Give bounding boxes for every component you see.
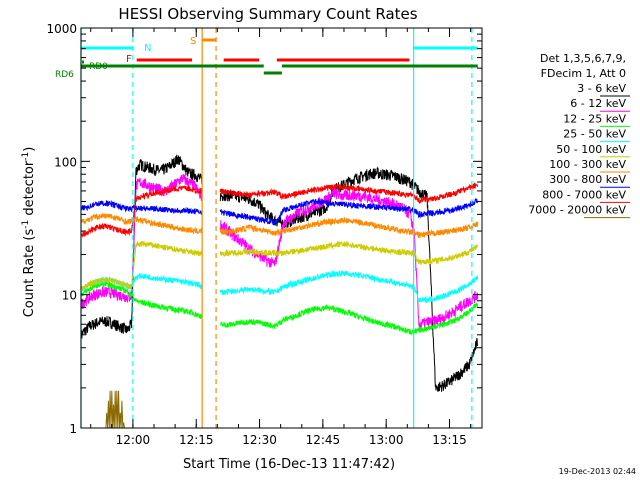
y-axis-label-sup2: -1: [21, 152, 31, 161]
x-tick-label-4: 13:00: [369, 433, 404, 447]
series-7000-20000-kev-line: [105, 390, 126, 429]
legend-label-7000-20000-kev: 7000 - 20000 keV: [528, 204, 626, 217]
series-traces: [80, 154, 479, 429]
x-tick-label-5: 13:15: [432, 433, 467, 447]
series-50-100-kev-line-0: [80, 240, 203, 292]
legend-label-3-6-kev: 3 - 6 keV: [577, 82, 626, 95]
y-axis-label: Count Rate (s-1 detector-1): [21, 147, 37, 318]
x-tick-label-3: 12:45: [306, 433, 341, 447]
x-axis-label: Start Time (16-Dec-13 11:47:42): [183, 457, 395, 472]
series-100-300-kev-line-1: [219, 216, 479, 239]
y-axis-label-main: Count Rate (s: [22, 229, 37, 318]
y-tick-label-3: 1000: [46, 22, 77, 36]
axes: 1 10 100 1000 12:00 12:15 12:30 12:45 13:00 13:15: [46, 22, 482, 447]
series-12-25-kev-line-1: [220, 301, 479, 337]
legend: Det 1,3,5,6,7,9, FDecim 1, Att 0 3 - 6 k…: [528, 52, 630, 219]
series-100-300-kev-line-0: [80, 212, 203, 235]
y-axis-label-end: ): [22, 147, 37, 152]
legend-header-line2: FDecim 1, Att 0: [541, 67, 626, 80]
legend-label-50-100-kev: 50 - 100 keV: [556, 143, 626, 156]
state-s-label: S: [190, 36, 196, 47]
state-rd6-label: RD6: [55, 70, 74, 80]
state-f-label: F: [126, 54, 132, 65]
series-800-7000-kev-line-1: [219, 182, 479, 205]
x-tick-label-0: 12:00: [116, 433, 151, 447]
x-tick-label-2: 12:30: [242, 433, 277, 447]
legend-label-6-12-kev: 6 - 12 keV: [570, 97, 626, 110]
y-tick-label-1: 10: [62, 289, 77, 303]
legend-label-300-800-kev: 300 - 800 keV: [549, 173, 626, 186]
series-25-50-kev-line-1: [219, 269, 479, 304]
plot-frame: [80, 27, 483, 429]
legend-label-800-7000-kev: 800 - 7000 keV: [542, 188, 626, 201]
x-tick-label-1: 12:15: [179, 433, 214, 447]
state-n-label: N: [144, 43, 151, 54]
y-axis-label-sup1: -1: [21, 220, 31, 229]
footer-timestamp: 19-Dec-2013 02:44: [559, 467, 636, 476]
series-50-100-kev-line-1: [219, 240, 479, 265]
series-3-6-kev-line-1: [219, 166, 479, 392]
y-tick-label-0: 1: [69, 422, 77, 436]
series-12-25-kev-line-0: [80, 281, 203, 320]
legend-label-12-25-kev: 12 - 25 keV: [563, 112, 626, 125]
legend-header-line1: Det 1,3,5,6,7,9,: [540, 52, 626, 65]
state-bars: NFSRD0RD6: [55, 36, 478, 80]
y-axis-label-mid: detector: [22, 160, 37, 220]
series-6-12-kev-line-0: [80, 174, 203, 309]
chart-title: HESSI Observing Summary Count Rates: [118, 5, 417, 23]
series-300-800-kev-line-1: [219, 198, 479, 226]
legend-label-25-50-kev: 25 - 50 keV: [563, 128, 626, 141]
series-3-6-kev-line-0: [80, 154, 203, 341]
series-6-12-kev-line-1: [219, 187, 479, 330]
y-tick-label-2: 100: [54, 155, 77, 169]
legend-label-100-300-kev: 100 - 300 keV: [549, 158, 626, 171]
series-800-7000-kev-line-0: [80, 185, 203, 238]
series-300-800-kev-line-0: [80, 199, 203, 215]
